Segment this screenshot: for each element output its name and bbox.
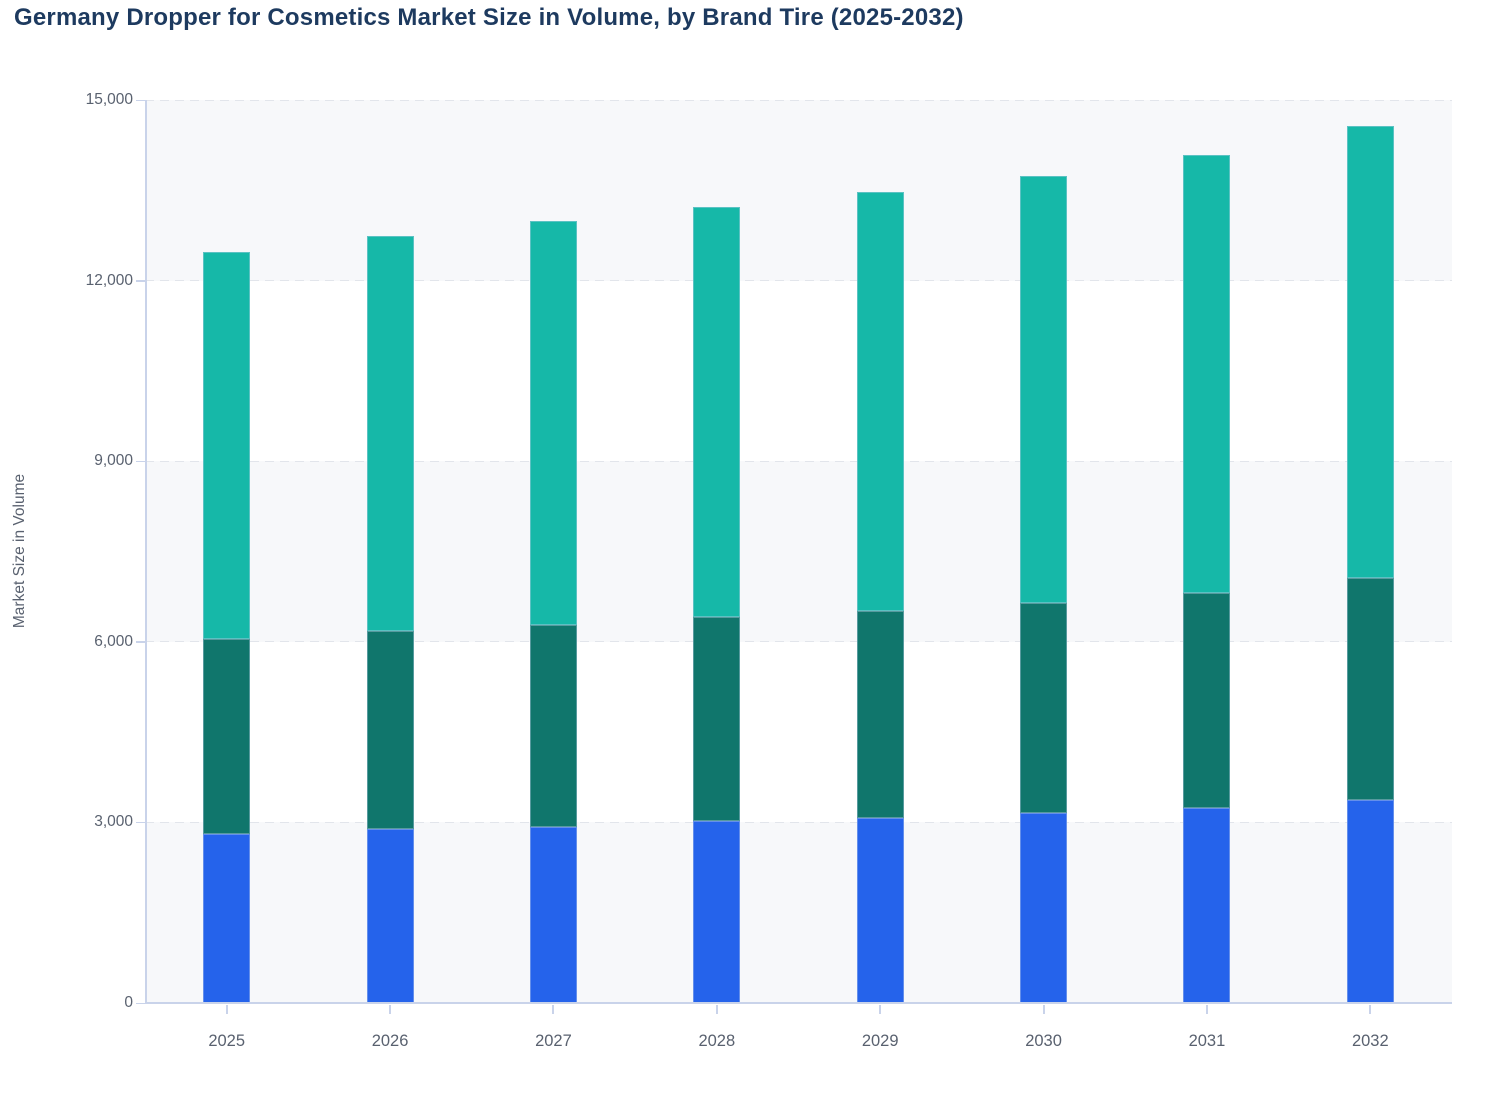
bar-2027[interactable] bbox=[529, 100, 577, 1003]
y-axis-title: Market Size in Volume bbox=[11, 473, 28, 629]
y-axis-label: 3,000 bbox=[94, 813, 133, 831]
bar-segment-series-2-dark-teal-middle[interactable] bbox=[1020, 603, 1068, 814]
bar-2026[interactable] bbox=[366, 100, 414, 1003]
x-tick-mark bbox=[225, 1005, 228, 1014]
x-axis-label: 2025 bbox=[208, 1032, 246, 1050]
y-tick-mark bbox=[136, 1002, 145, 1004]
y-axis-label: 12,000 bbox=[85, 271, 133, 289]
bar-segment-series-3-light-teal-top[interactable] bbox=[1020, 176, 1068, 604]
y-tick-mark bbox=[136, 99, 145, 101]
x-axis-label: 2027 bbox=[535, 1032, 572, 1050]
x-axis-label: 2029 bbox=[861, 1032, 899, 1050]
y-tick-mark bbox=[136, 821, 145, 824]
gridline bbox=[145, 460, 1452, 462]
bar-segment-series-3-light-teal-top[interactable] bbox=[856, 191, 904, 611]
bar-segment-series-2-dark-teal-middle[interactable] bbox=[529, 625, 577, 827]
bar-segment-series-3-light-teal-top[interactable] bbox=[529, 221, 577, 626]
bar-2030[interactable] bbox=[1020, 100, 1068, 1003]
gridlines-layer bbox=[145, 99, 1452, 1003]
bar-segment-series-1-blue-bottom[interactable] bbox=[1346, 799, 1394, 1003]
x-tick-mark bbox=[1369, 1005, 1372, 1014]
bar-segment-series-2-dark-teal-middle[interactable] bbox=[203, 638, 251, 835]
x-axis-label: 2032 bbox=[1351, 1032, 1389, 1050]
bar-2032[interactable] bbox=[1346, 100, 1394, 1003]
bar-segment-series-1-blue-bottom[interactable] bbox=[203, 834, 251, 1003]
plot-band bbox=[145, 461, 1452, 642]
bar-segment-series-1-blue-bottom[interactable] bbox=[1020, 813, 1068, 1003]
x-axis-label: 2026 bbox=[371, 1032, 409, 1050]
y-axis-label: 0 bbox=[124, 994, 133, 1011]
bar-segment-series-3-light-teal-top[interactable] bbox=[203, 251, 251, 639]
x-axis-label: 2028 bbox=[698, 1032, 736, 1050]
bar-segment-series-3-light-teal-top[interactable] bbox=[693, 206, 741, 618]
bar-segment-series-3-light-teal-top[interactable] bbox=[366, 236, 414, 631]
bar-segment-series-1-blue-bottom[interactable] bbox=[856, 817, 904, 1003]
chart-title: Germany Dropper for Cosmetics Market Siz… bbox=[14, 4, 964, 31]
x-tick-mark bbox=[552, 1005, 555, 1014]
gridline bbox=[145, 280, 1452, 282]
bar-segment-series-2-dark-teal-middle[interactable] bbox=[366, 630, 414, 830]
gridline bbox=[145, 821, 1452, 823]
plot-band bbox=[145, 641, 1452, 823]
bar-segment-series-3-light-teal-top[interactable] bbox=[1183, 155, 1231, 594]
bar-2025[interactable] bbox=[203, 100, 251, 1003]
plot-bands-layer bbox=[145, 100, 1452, 1003]
gridline bbox=[145, 641, 1452, 643]
x-axis-label: 2030 bbox=[1025, 1032, 1062, 1050]
bar-segment-series-1-blue-bottom[interactable] bbox=[693, 820, 741, 1003]
plot-band bbox=[145, 280, 1452, 462]
y-axis-label: 6,000 bbox=[94, 632, 133, 650]
bars-layer bbox=[145, 100, 1452, 1003]
bar-segment-series-2-dark-teal-middle[interactable] bbox=[1346, 578, 1394, 800]
bar-segment-series-2-dark-teal-middle[interactable] bbox=[856, 610, 904, 818]
bar-segment-series-3-light-teal-top[interactable] bbox=[1346, 125, 1394, 578]
x-tick-mark bbox=[879, 1005, 882, 1014]
plot-area bbox=[145, 99, 1452, 1004]
x-tick-mark bbox=[1205, 1005, 1208, 1014]
plot-band bbox=[145, 100, 1452, 281]
y-tick-mark bbox=[136, 280, 145, 282]
y-axis-label: 9,000 bbox=[94, 452, 133, 470]
bar-2028[interactable] bbox=[693, 100, 741, 1003]
y-tick-mark bbox=[136, 641, 145, 643]
plot-band bbox=[145, 822, 1452, 1003]
x-tick-mark bbox=[1042, 1005, 1045, 1014]
x-tick-mark bbox=[389, 1005, 392, 1014]
bar-segment-series-2-dark-teal-middle[interactable] bbox=[1183, 593, 1231, 808]
x-axis-label: 2031 bbox=[1188, 1032, 1226, 1050]
bar-segment-series-2-dark-teal-middle[interactable] bbox=[693, 617, 741, 821]
bar-2029[interactable] bbox=[856, 100, 904, 1003]
x-axis-line bbox=[145, 1002, 1452, 1004]
y-tick-mark bbox=[136, 460, 145, 463]
bar-segment-series-1-blue-bottom[interactable] bbox=[1183, 807, 1231, 1003]
bar-segment-series-1-blue-bottom[interactable] bbox=[366, 829, 414, 1003]
bar-2031[interactable] bbox=[1183, 100, 1231, 1003]
gridline bbox=[145, 99, 1452, 101]
bar-segment-series-1-blue-bottom[interactable] bbox=[529, 826, 577, 1003]
x-tick-mark bbox=[715, 1005, 718, 1014]
y-axis-line bbox=[145, 100, 147, 1003]
y-axis-label: 15,000 bbox=[85, 91, 133, 108]
